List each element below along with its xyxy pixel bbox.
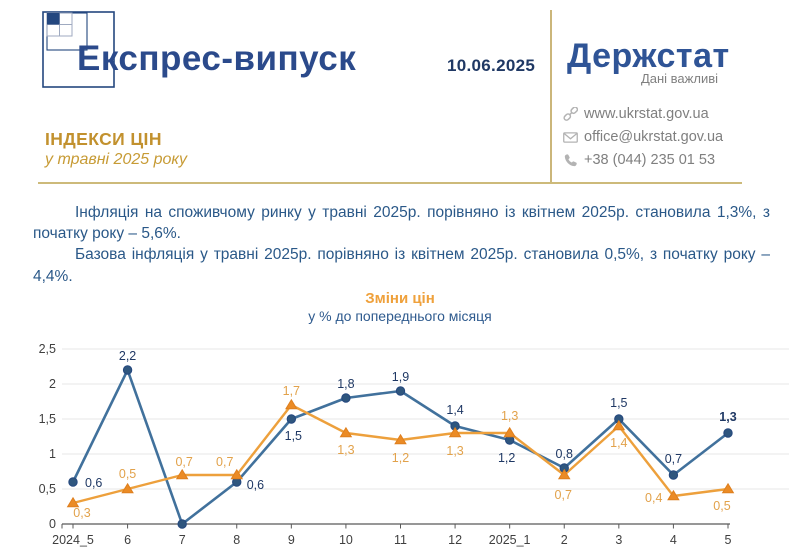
data-label: 0,3 bbox=[73, 506, 90, 520]
x-tick-label: 3 bbox=[615, 533, 622, 547]
core-inflation-marker bbox=[667, 489, 680, 501]
data-label: 0,7 bbox=[665, 452, 682, 466]
x-tick-label: 2 bbox=[561, 533, 568, 547]
y-tick-label: 2 bbox=[49, 377, 56, 391]
x-tick-label: 5 bbox=[725, 533, 732, 547]
price-changes-chart: 0 0,5 1 1,5 2 2,5 2024_5 6 7 8 9 10 11 12 2025_1 2 3 4 5 0,… bbox=[39, 342, 789, 547]
chart-title: Зміни цін bbox=[365, 290, 435, 307]
core-inflation-marker bbox=[503, 426, 516, 438]
consumer-price-index-marker bbox=[723, 428, 733, 438]
core-inflation-marker bbox=[66, 496, 80, 508]
body-text: Інфляція на споживчому ринку у травні 20… bbox=[33, 202, 770, 287]
x-tick-label: 7 bbox=[179, 533, 186, 547]
data-label: 1,4 bbox=[610, 436, 627, 450]
consumer-price-index-marker bbox=[286, 414, 297, 424]
x-tick-label: 12 bbox=[448, 533, 462, 547]
consumer-price-index-marker bbox=[68, 477, 78, 487]
core-inflation-marker bbox=[448, 426, 462, 438]
x-tick-label: 8 bbox=[233, 533, 240, 547]
contact-phone: +38 (044) 235 01 53 bbox=[563, 151, 793, 169]
core-inflation-marker bbox=[121, 482, 134, 494]
data-label: 1,3 bbox=[446, 444, 463, 458]
data-label: 1,3 bbox=[719, 410, 736, 424]
release-date: 10.06.2025 bbox=[447, 56, 536, 75]
data-label: 0,7 bbox=[555, 488, 572, 502]
paragraph-inflation: Інфляція на споживчому ринку у травні 20… bbox=[33, 204, 770, 243]
x-tick-label: 10 bbox=[339, 533, 353, 547]
data-label: 1,8 bbox=[337, 377, 354, 391]
contact-website[interactable]: www.ukrstat.gov.ua bbox=[563, 105, 793, 123]
page-title: Експрес-випуск bbox=[77, 39, 357, 78]
y-tick-label: 0 bbox=[49, 517, 56, 531]
core-inflation-marker bbox=[557, 468, 571, 480]
consumer-price-index-marker bbox=[395, 386, 406, 396]
data-label: 1,9 bbox=[392, 370, 409, 384]
data-label: 0,8 bbox=[556, 447, 573, 461]
data-label: 0,5 bbox=[713, 499, 730, 513]
header-divider bbox=[38, 182, 742, 184]
consumer-price-index-marker bbox=[668, 470, 679, 480]
data-label: 1,5 bbox=[610, 396, 627, 410]
release-period: у травні 2025 року bbox=[45, 151, 187, 168]
paragraph-core-inflation: Базова інфляція у травні 2025р. порівнян… bbox=[33, 246, 770, 285]
website-url: www.ukrstat.gov.ua bbox=[584, 106, 709, 122]
consumer-price-index-marker bbox=[341, 393, 351, 403]
email-address: office@ukrstat.gov.ua bbox=[584, 129, 724, 145]
x-tick-label: 2024_5 bbox=[52, 533, 94, 547]
release-subject: ІНДЕКСИ ЦІН bbox=[45, 129, 162, 149]
data-label: 1,3 bbox=[337, 443, 354, 457]
brand-tagline: Дані важливі bbox=[640, 71, 718, 86]
link-icon bbox=[563, 106, 578, 121]
x-tick-label: 11 bbox=[394, 533, 407, 547]
phone-number: +38 (044) 235 01 53 bbox=[584, 152, 716, 168]
core-inflation-marker bbox=[230, 468, 244, 480]
x-tick-label: 9 bbox=[288, 533, 295, 547]
core-inflation-marker bbox=[339, 426, 353, 438]
consumer-price-index-marker bbox=[122, 365, 133, 375]
data-label: 2,2 bbox=[119, 349, 136, 363]
data-label: 1,2 bbox=[392, 451, 409, 465]
data-label: 1,7 bbox=[283, 384, 300, 398]
data-label: 1,3 bbox=[501, 409, 518, 423]
mail-icon bbox=[563, 131, 578, 143]
x-tick-label: 6 bbox=[124, 533, 131, 547]
core-inflation-marker bbox=[175, 468, 189, 480]
phone-icon bbox=[564, 153, 577, 166]
y-tick-label: 1,5 bbox=[39, 412, 56, 426]
data-label: 0,7 bbox=[175, 455, 192, 469]
data-label: 1,4 bbox=[446, 403, 463, 417]
core-inflation-marker bbox=[394, 433, 407, 445]
y-tick-label: 1 bbox=[49, 447, 56, 461]
vertical-divider bbox=[550, 10, 552, 183]
x-tick-label: 4 bbox=[670, 533, 677, 547]
y-tick-label: 0,5 bbox=[39, 482, 56, 496]
data-label: 0,7 bbox=[216, 455, 233, 469]
data-label: 0,6 bbox=[247, 478, 264, 492]
data-label: 1,2 bbox=[498, 451, 515, 465]
core-inflation-marker bbox=[285, 398, 298, 410]
x-tick-label: 2025_1 bbox=[489, 533, 531, 547]
y-tick-label: 2,5 bbox=[39, 342, 56, 356]
derzhstat-logo bbox=[42, 11, 115, 88]
core-inflation-marker bbox=[612, 419, 626, 431]
core-inflation-marker bbox=[721, 482, 735, 494]
consumer-price-index-marker bbox=[177, 519, 187, 529]
data-label: 1,5 bbox=[285, 429, 302, 443]
data-label: 0,6 bbox=[85, 476, 102, 490]
contact-email[interactable]: office@ukrstat.gov.ua bbox=[563, 128, 793, 146]
brand-wordmark: Держстат bbox=[567, 37, 730, 75]
data-label: 0,5 bbox=[119, 467, 136, 481]
data-label: 0,4 bbox=[645, 491, 662, 505]
chart-subtitle: у % до попереднього місяця bbox=[308, 308, 492, 324]
